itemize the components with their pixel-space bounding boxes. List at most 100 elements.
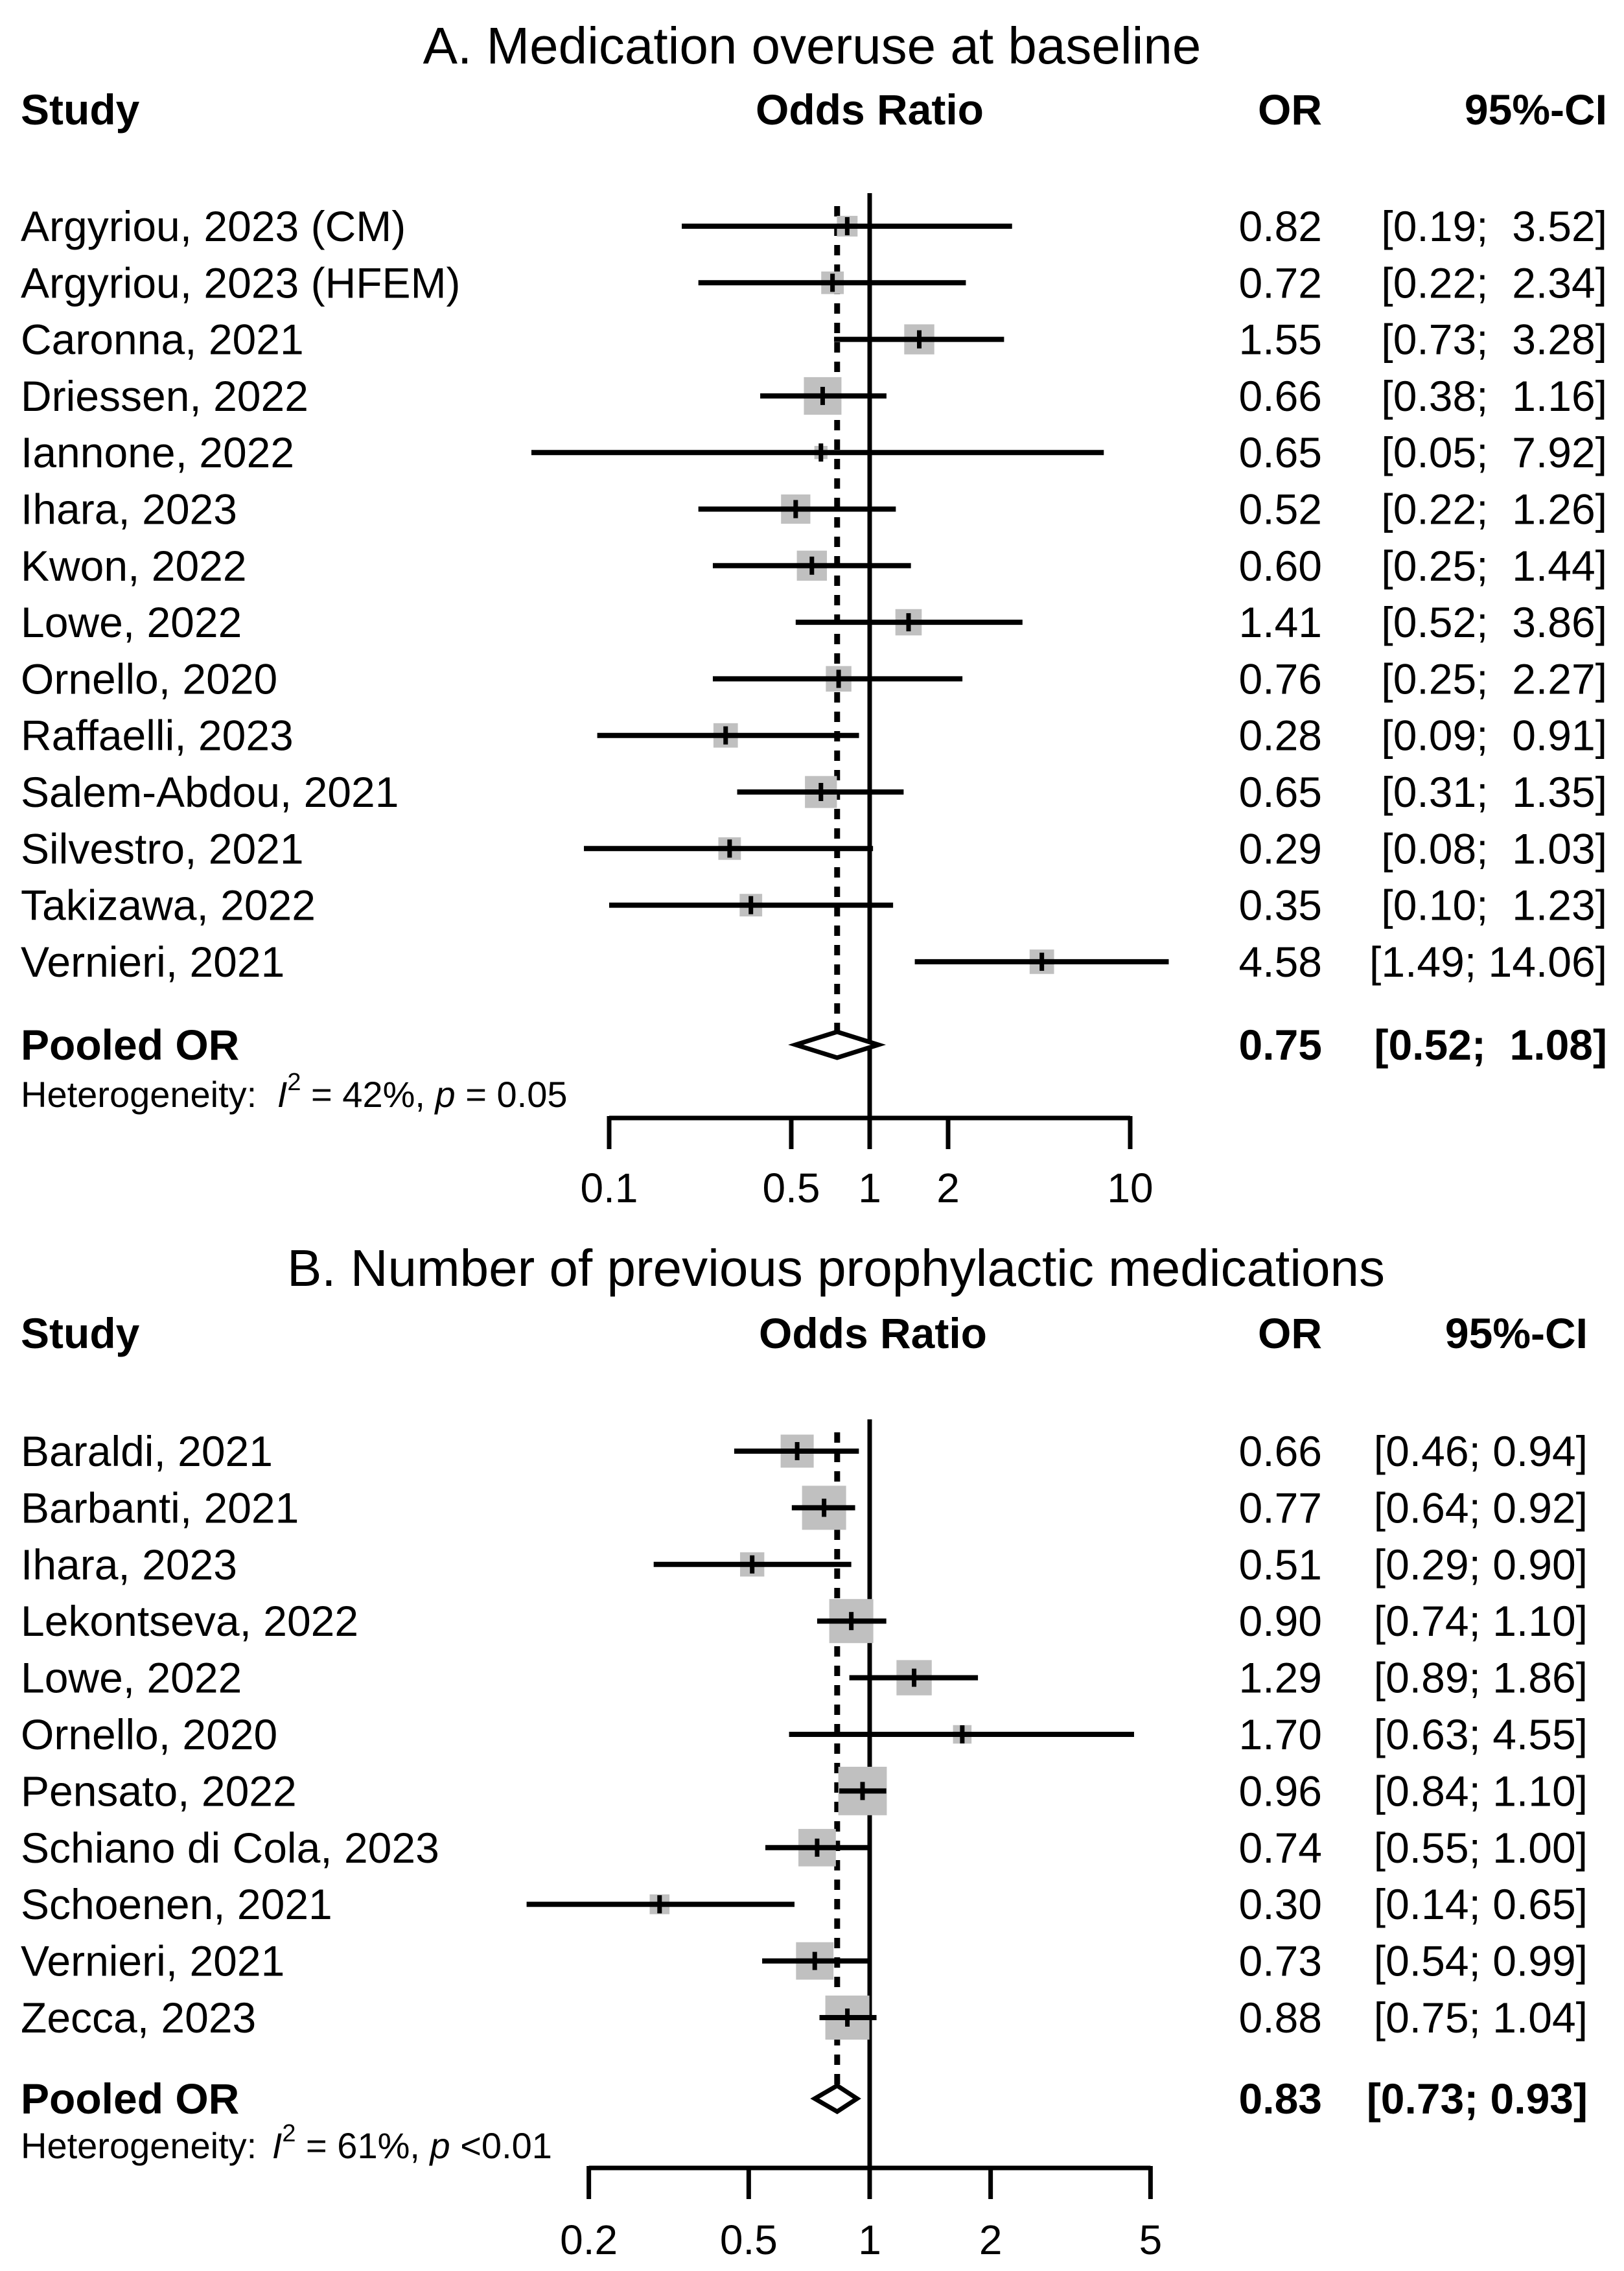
study-ci-value: [0.52; 3.86]	[1381, 598, 1607, 646]
pooled-ci-value: [0.73; 0.93]	[1367, 2075, 1588, 2123]
study-ci-value: [0.31; 1.35]	[1381, 768, 1607, 816]
study-ci-value: [0.22; 2.34]	[1381, 259, 1607, 307]
pooled-ci-value: [0.52; 1.08]	[1374, 1021, 1607, 1069]
study-ci-value: [0.05; 7.92]	[1381, 428, 1607, 476]
panel-b-pooled-row: Pooled OR 0.83 [0.73; 0.93]	[21, 2075, 1588, 2123]
study-ci-value: [0.10; 1.23]	[1381, 881, 1607, 929]
study-label: Argyriou, 2023 (HFEM)	[21, 259, 461, 307]
study-label: Caronna, 2021	[21, 316, 304, 364]
study-label: Ornello, 2020	[21, 1710, 277, 1758]
study-ci-value: [0.74; 1.10]	[1374, 1597, 1588, 1645]
pooled-label: Pooled OR	[21, 1021, 239, 1069]
pooled-label: Pooled OR	[21, 2075, 239, 2123]
study-or-value: 0.30	[1239, 1880, 1322, 1928]
panel-a-header-study: Study	[21, 86, 140, 134]
study-label: Zecca, 2023	[21, 1994, 256, 2042]
study-label: Barbanti, 2021	[21, 1484, 299, 1531]
panel-a-x-tick-label: 1	[858, 1165, 881, 1211]
panel-a-heterogeneity: Heterogeneity: I2 = 42%, p = 0.05	[21, 1069, 567, 1115]
panel-a-study-row: Driessen, 2022 0.66 [0.38; 1.16]	[21, 372, 1607, 420]
panel-a-pooled-row: Pooled OR 0.75 [0.52; 1.08]	[21, 1021, 1607, 1069]
panel-a-study-row: Ihara, 2023 0.52 [0.22; 1.26]	[21, 485, 1607, 533]
study-ci-value: [0.19; 3.52]	[1381, 202, 1607, 250]
study-or-value: 0.51	[1239, 1541, 1322, 1589]
study-ci-value: [0.54; 0.99]	[1374, 1937, 1588, 1985]
panel-b-study-row: Vernieri, 2021 0.73 [0.54; 0.99]	[21, 1937, 1588, 1985]
panel-a-x-tick-label: 2	[936, 1165, 960, 1211]
panel-b-study-row: Ihara, 2023 0.51 [0.29; 0.90]	[21, 1541, 1588, 1589]
study-ci-value: [0.25; 1.44]	[1381, 542, 1607, 590]
study-or-value: 0.65	[1239, 768, 1322, 816]
study-or-value: 1.41	[1239, 598, 1322, 646]
panel-b-header-study: Study	[21, 1309, 140, 1357]
study-or-value: 0.96	[1239, 1767, 1322, 1815]
panel-b-x-tick-label: 1	[858, 2217, 881, 2263]
panel-b-header-odds-ratio: Odds Ratio	[759, 1309, 987, 1357]
panel-b-study-row: Schiano di Cola, 2023 0.74 [0.55; 1.00]	[21, 1824, 1588, 1872]
study-ci-value: [0.64; 0.92]	[1374, 1484, 1588, 1531]
panel-b-study-row: Schoenen, 2021 0.30 [0.14; 0.65]	[21, 1880, 1588, 1928]
study-or-value: 0.88	[1239, 1994, 1322, 2042]
panel-a-x-tick-label: 0.1	[581, 1165, 638, 1211]
panel-b-x-tick-label: 0.2	[560, 2217, 618, 2263]
study-label: Baraldi, 2021	[21, 1427, 273, 1475]
study-ci-value: [1.49; 14.06]	[1369, 938, 1607, 986]
panel-b-x-tick-label: 5	[1139, 2217, 1163, 2263]
study-label: Argyriou, 2023 (CM)	[21, 202, 406, 250]
study-or-value: 1.29	[1239, 1654, 1322, 1702]
panel-b-x-tick-label: 0.5	[720, 2217, 778, 2263]
study-or-value: 0.65	[1239, 428, 1322, 476]
study-or-value: 0.90	[1239, 1597, 1322, 1645]
study-or-value: 0.77	[1239, 1484, 1322, 1531]
panel-a-pooled-diamond	[788, 1029, 887, 1060]
study-label: Driessen, 2022	[21, 372, 308, 420]
panel-a-study-row: Salem-Abdou, 2021 0.65 [0.31; 1.35]	[21, 768, 1607, 816]
study-or-value: 4.58	[1239, 938, 1322, 986]
study-or-value: 0.73	[1239, 1937, 1322, 1985]
panel-a-study-row: Ornello, 2020 0.76 [0.25; 2.27]	[21, 655, 1607, 703]
study-ci-value: [0.46; 0.94]	[1374, 1427, 1588, 1475]
study-ci-value: [0.84; 1.10]	[1374, 1767, 1588, 1815]
study-ci-value: [0.73; 3.28]	[1381, 316, 1607, 364]
panel-a-title: A. Medication overuse at baseline	[423, 17, 1201, 75]
study-label: Salem-Abdou, 2021	[21, 768, 399, 816]
panel-a-rows: Argyriou, 2023 (CM) 0.82 [0.19; 3.52]Argyr…	[21, 202, 1607, 1069]
study-label: Lowe, 2022	[21, 1654, 242, 1702]
panel-a-study-row: Kwon, 2022 0.60 [0.25; 1.44]	[21, 542, 1607, 590]
panel-b-plot-area: 0.2 0.5 1 2 5	[526, 1419, 1163, 2263]
study-ci-value: [0.38; 1.16]	[1381, 372, 1607, 420]
study-ci-value: [0.55; 1.00]	[1374, 1824, 1588, 1872]
study-label: Lowe, 2022	[21, 598, 242, 646]
panel-a-study-row: Argyriou, 2023 (CM) 0.82 [0.19; 3.52]	[21, 202, 1607, 250]
study-label: Ihara, 2023	[21, 1541, 237, 1589]
study-or-value: 0.28	[1239, 712, 1322, 760]
study-or-value: 1.55	[1239, 316, 1322, 364]
study-ci-value: [0.25; 2.27]	[1381, 655, 1607, 703]
study-ci-value: [0.09; 0.91]	[1381, 712, 1607, 760]
panel-b: B. Number of previous prophylactic medic…	[21, 1239, 1588, 2263]
study-label: Kwon, 2022	[21, 542, 247, 590]
study-label: Schiano di Cola, 2023	[21, 1824, 439, 1872]
study-or-value: 0.35	[1239, 881, 1322, 929]
panel-a-study-row: Takizawa, 2022 0.35 [0.10; 1.23]	[21, 881, 1607, 929]
study-label: Ornello, 2020	[21, 655, 277, 703]
study-or-value: 1.70	[1239, 1710, 1322, 1758]
study-or-value: 0.82	[1239, 202, 1322, 250]
pooled-or-value: 0.83	[1239, 2075, 1322, 2123]
study-label: Raffaelli, 2023	[21, 712, 294, 760]
panel-b-study-row: Pensato, 2022 0.96 [0.84; 1.10]	[21, 1767, 1588, 1815]
pooled-or-value: 0.75	[1239, 1021, 1322, 1069]
study-or-value: 0.52	[1239, 485, 1322, 533]
panel-a-study-row: Vernieri, 2021 4.58 [1.49; 14.06]	[21, 938, 1607, 986]
study-or-value: 0.66	[1239, 1427, 1322, 1475]
panel-a-study-row: Silvestro, 2021 0.29 [0.08; 1.03]	[21, 824, 1607, 872]
panel-a: A. Medication overuse at baseline Study …	[21, 17, 1607, 1211]
panel-a-header-or: OR	[1258, 86, 1322, 134]
panel-b-heterogeneity: Heterogeneity: I2 = 61%, p <0.01	[21, 2120, 552, 2166]
study-ci-value: [0.29; 0.90]	[1374, 1541, 1588, 1589]
panel-b-study-row: Lowe, 2022 1.29 [0.89; 1.86]	[21, 1654, 1588, 1702]
panel-a-x-tick-label: 10	[1107, 1165, 1153, 1211]
study-label: Pensato, 2022	[21, 1767, 297, 1815]
study-ci-value: [0.89; 1.86]	[1374, 1654, 1588, 1702]
